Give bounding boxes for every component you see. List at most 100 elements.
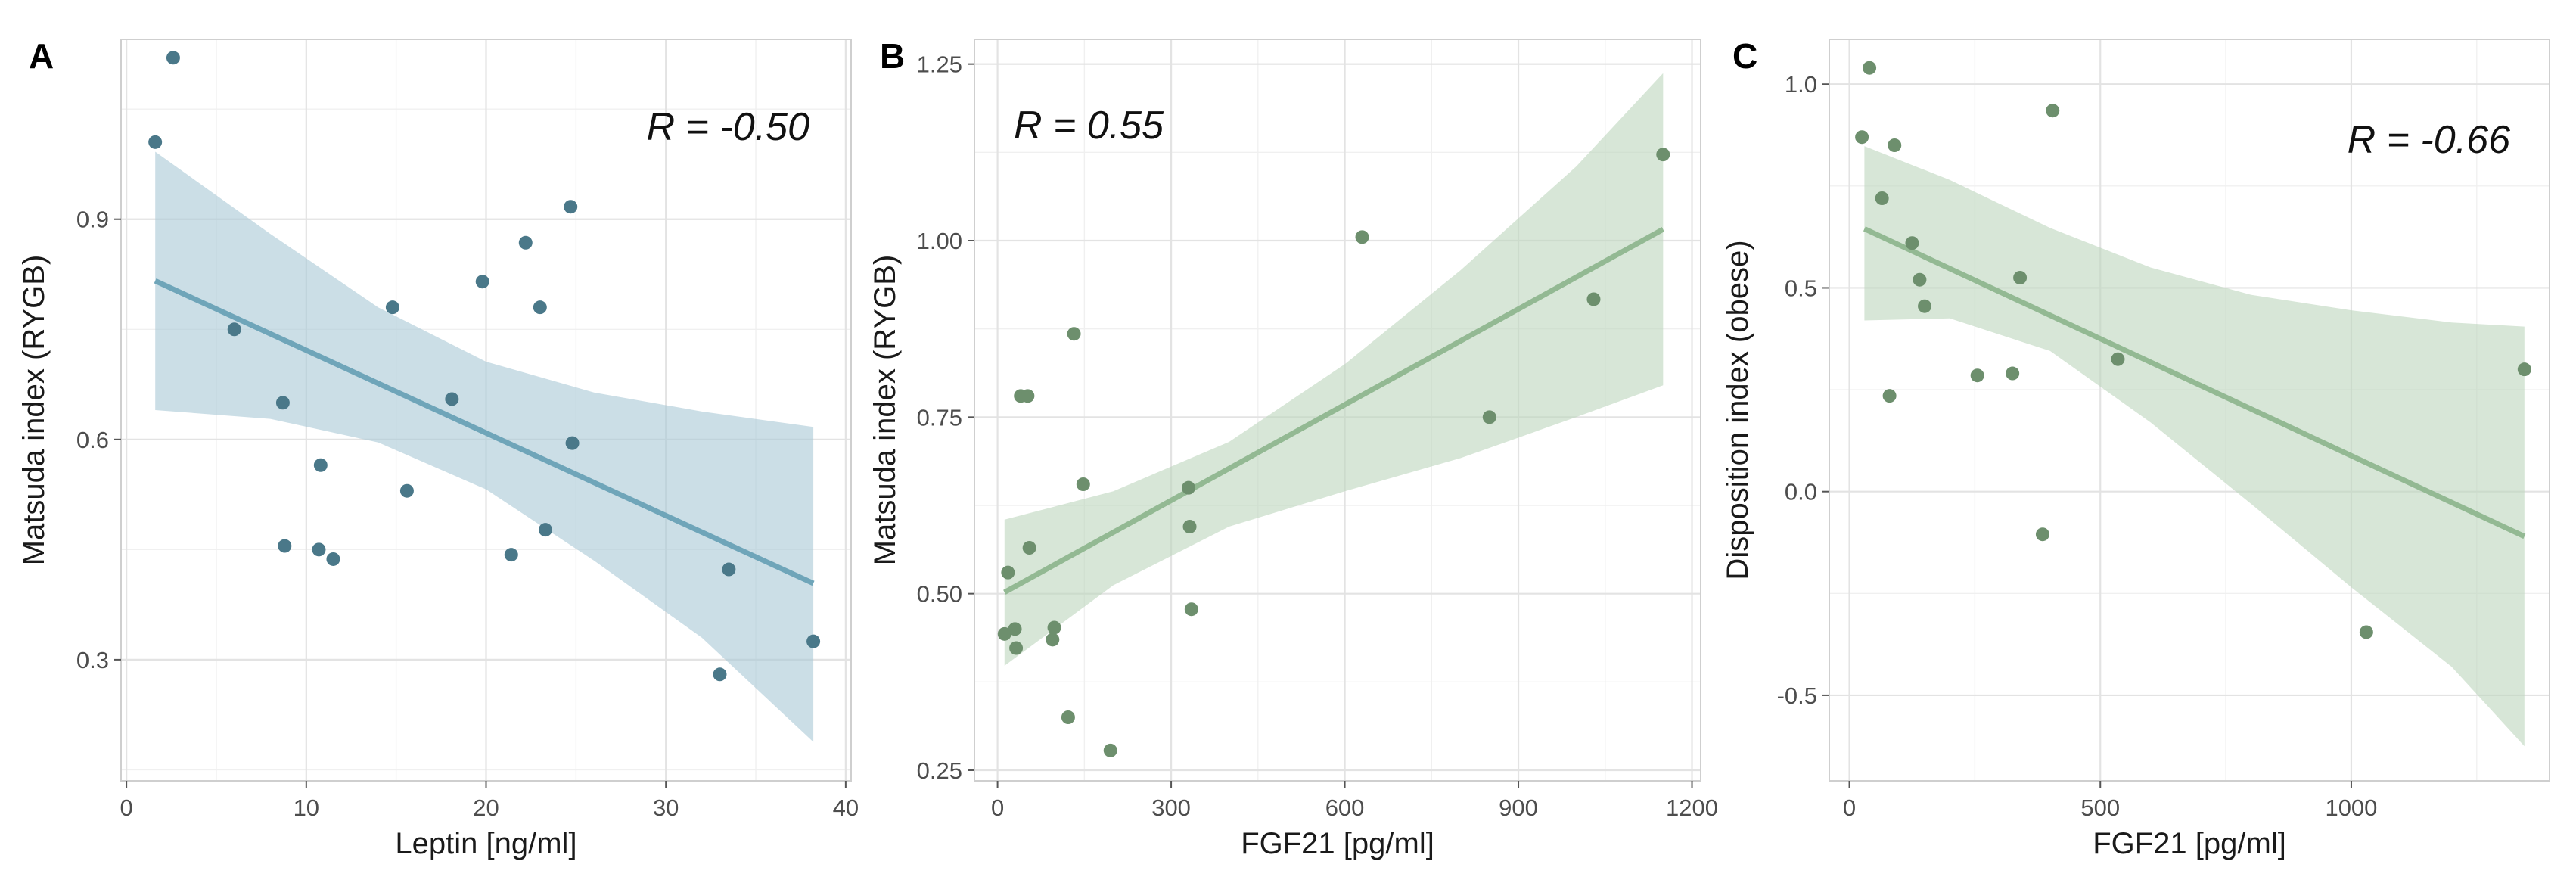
data-point: [313, 458, 328, 472]
data-point: [1586, 292, 1601, 306]
data-point: [1008, 622, 1022, 636]
data-point: [1182, 480, 1196, 495]
data-point: [1482, 410, 1496, 424]
data-point: [722, 562, 736, 577]
x-axis-title: FGF21 [pg/ml]: [2093, 827, 2286, 860]
x-tick-label: 0: [120, 794, 133, 821]
data-point: [2046, 104, 2060, 118]
x-axis-title: FGF21 [pg/ml]: [1241, 827, 1434, 860]
y-tick-label: 0.6: [76, 427, 109, 453]
data-point: [1103, 743, 1117, 757]
panel-border: [1829, 39, 2550, 782]
data-point: [385, 300, 399, 315]
data-point: [148, 135, 163, 149]
data-point: [1184, 602, 1198, 617]
y-axis-title: Disposition index (obese): [1721, 240, 1754, 580]
data-point: [1656, 148, 1670, 162]
panel-border: [974, 39, 1701, 782]
data-point: [538, 523, 552, 537]
data-point: [1182, 520, 1197, 533]
x-tick-label: 1200: [1666, 794, 1718, 821]
data-point: [2111, 352, 2125, 366]
data-point: [278, 539, 292, 553]
y-tick-label: 1.25: [917, 51, 962, 78]
data-point: [445, 392, 459, 406]
data-point: [564, 200, 578, 214]
data-point: [475, 275, 489, 289]
data-point: [1918, 299, 1932, 313]
data-point: [533, 300, 547, 315]
x-tick-label: 20: [473, 794, 499, 821]
data-point: [1863, 61, 1877, 75]
data-point: [312, 542, 326, 557]
x-tick-label: 0: [991, 794, 1004, 821]
panel-label: B: [880, 36, 905, 76]
y-tick-label: 0.50: [917, 581, 962, 608]
data-point: [1875, 191, 1889, 205]
data-point: [2006, 366, 2020, 381]
data-point: [504, 548, 518, 562]
data-point: [518, 235, 533, 250]
x-tick-label: 300: [1151, 794, 1191, 821]
data-point: [166, 51, 180, 65]
data-point: [1047, 620, 1061, 635]
data-point: [997, 626, 1011, 641]
regression-line: [154, 278, 815, 586]
data-point: [1355, 230, 1369, 244]
confidence-band: [155, 151, 814, 742]
y-tick-label: 0.25: [917, 757, 962, 784]
x-tick-label: 10: [294, 794, 319, 821]
data-point: [1009, 641, 1024, 655]
y-tick-label: 1.00: [917, 228, 962, 254]
data-point: [399, 483, 414, 498]
x-tick-label: 30: [653, 794, 679, 821]
data-point: [1882, 389, 1897, 403]
y-tick-label: 0.9: [76, 207, 109, 233]
data-point: [713, 667, 727, 682]
data-point: [1913, 272, 1927, 287]
data-point: [227, 322, 241, 337]
correlation-label: R = -0.66: [2348, 118, 2510, 162]
panel-label: C: [1732, 36, 1757, 76]
y-tick-label: -0.5: [1777, 682, 1817, 709]
y-tick-label: 1.0: [1785, 71, 1817, 98]
x-tick-label: 600: [1325, 794, 1365, 821]
data-point: [806, 634, 821, 648]
y-tick-label: 0.3: [76, 647, 109, 673]
data-point: [2517, 362, 2531, 377]
panel-label: A: [29, 36, 54, 76]
regression-line: [1003, 227, 1664, 595]
data-point: [1905, 236, 1919, 250]
y-tick-label: 0.75: [917, 404, 962, 431]
regression-line: [1863, 226, 2526, 539]
data-point: [275, 396, 290, 410]
data-point: [1888, 138, 1902, 152]
data-point: [1046, 633, 1060, 647]
y-tick-label: 0.0: [1785, 479, 1817, 505]
data-point: [1067, 327, 1081, 341]
data-point: [326, 552, 340, 566]
data-point: [1021, 389, 1035, 403]
x-axis-title: Leptin [ng/ml]: [395, 827, 576, 860]
x-tick-label: 0: [1843, 794, 1856, 821]
x-tick-label: 500: [2080, 794, 2120, 821]
panel-a: 0 10 20 30 40 0.3 0.6 0.9 Leptin [ng/ml] Matsuda …: [17, 36, 859, 860]
correlation-label: R = -0.50: [647, 105, 809, 149]
y-axis-title: Matsuda index (RYGB): [869, 255, 902, 566]
confidence-band: [1864, 146, 2525, 747]
confidence-band: [1004, 73, 1664, 666]
data-point: [1061, 710, 1075, 724]
y-axis-title: Matsuda index (RYGB): [17, 255, 51, 566]
x-tick-label: 40: [833, 794, 859, 821]
data-point: [1970, 368, 1984, 383]
x-tick-label: 900: [1499, 794, 1538, 821]
data-point: [1001, 565, 1015, 580]
data-point: [1855, 130, 1869, 145]
correlation-label: R = 0.55: [1014, 104, 1164, 148]
data-point: [1022, 541, 1036, 555]
panel-c: 0 500 1000 -0.5 0.0 0.5 1.0 FGF21 [pg/ml] Dispos…: [1721, 36, 2550, 860]
data-point: [2013, 271, 2028, 284]
data-point: [2035, 527, 2049, 542]
data-point: [565, 436, 580, 450]
